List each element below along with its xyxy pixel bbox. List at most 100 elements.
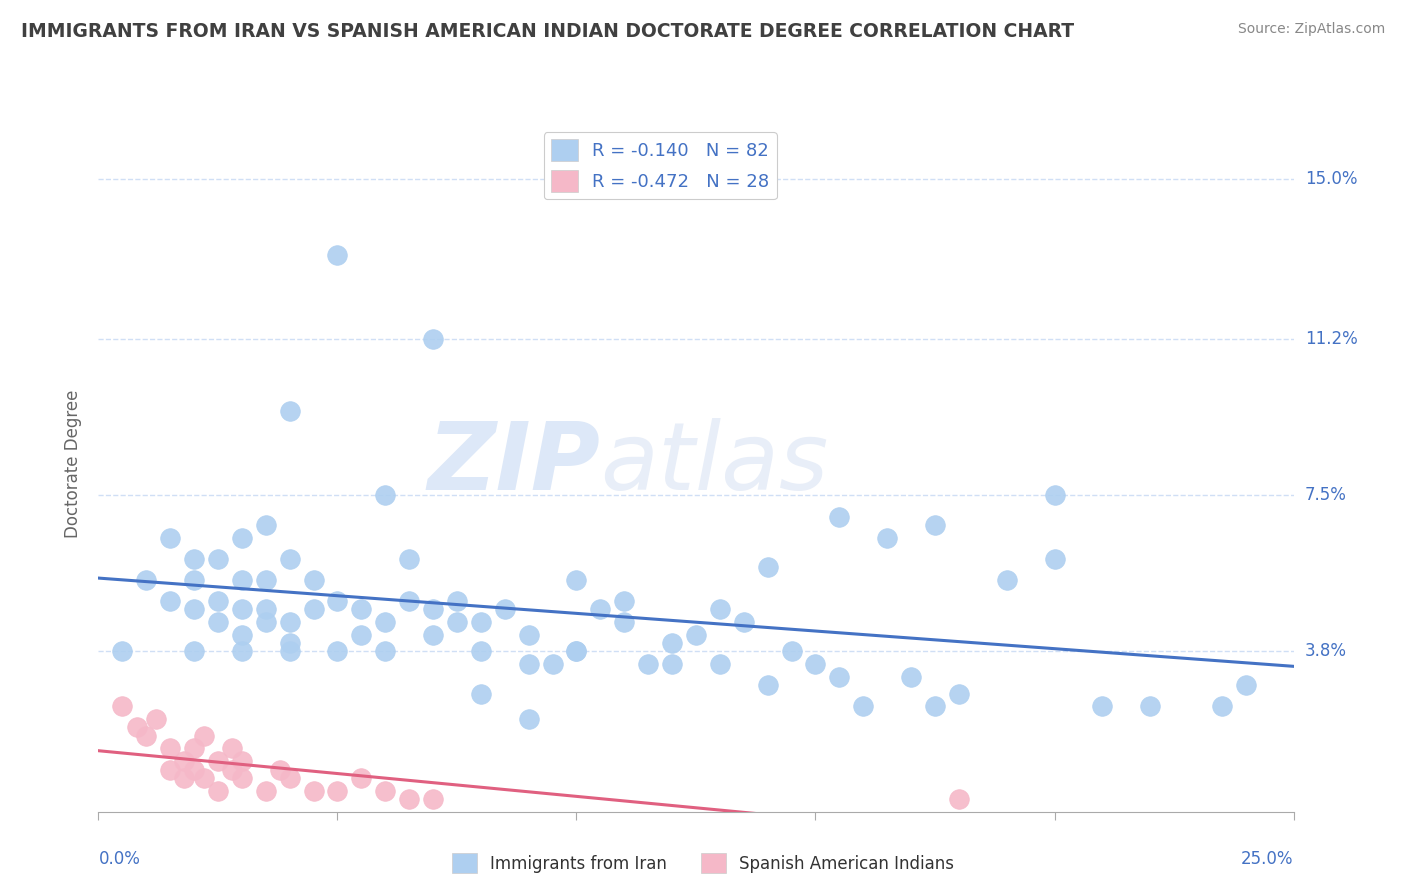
Point <box>494 602 516 616</box>
Text: atlas: atlas <box>600 418 828 509</box>
Point <box>254 783 277 797</box>
Point <box>900 670 922 684</box>
Point <box>613 594 636 608</box>
Point <box>145 712 167 726</box>
Point <box>876 531 898 545</box>
Point <box>1043 488 1066 502</box>
Point <box>350 602 373 616</box>
Point <box>374 644 396 658</box>
Point <box>804 657 827 672</box>
Point <box>125 720 148 734</box>
Text: 25.0%: 25.0% <box>1241 850 1294 868</box>
Point <box>852 699 875 714</box>
Point <box>159 594 181 608</box>
Point <box>517 627 540 641</box>
Point <box>756 678 779 692</box>
Y-axis label: Doctorate Degree: Doctorate Degree <box>65 390 83 538</box>
Point <box>278 636 301 650</box>
Point <box>269 763 291 777</box>
Point <box>326 248 349 262</box>
Point <box>207 754 229 768</box>
Point <box>278 404 301 418</box>
Point <box>183 644 205 658</box>
Point <box>183 763 205 777</box>
Point <box>446 594 468 608</box>
Point <box>374 615 396 629</box>
Point <box>221 741 243 756</box>
Point <box>278 551 301 566</box>
Point <box>183 602 205 616</box>
Point <box>948 792 970 806</box>
Point <box>159 741 181 756</box>
Point <box>302 602 325 616</box>
Point <box>159 763 181 777</box>
Point <box>159 531 181 545</box>
Text: 15.0%: 15.0% <box>1305 170 1357 188</box>
Point <box>995 573 1018 587</box>
Text: 11.2%: 11.2% <box>1305 330 1357 349</box>
Point <box>398 594 420 608</box>
Point <box>254 615 277 629</box>
Point <box>780 644 803 658</box>
Point <box>637 657 659 672</box>
Point <box>350 771 373 785</box>
Point <box>565 644 588 658</box>
Point <box>111 644 134 658</box>
Point <box>422 627 444 641</box>
Point <box>756 560 779 574</box>
Point <box>517 712 540 726</box>
Point <box>924 699 946 714</box>
Point <box>193 771 215 785</box>
Text: Source: ZipAtlas.com: Source: ZipAtlas.com <box>1237 22 1385 37</box>
Point <box>709 657 731 672</box>
Point <box>254 573 277 587</box>
Point <box>278 615 301 629</box>
Point <box>207 615 229 629</box>
Text: 3.8%: 3.8% <box>1305 642 1347 660</box>
Point <box>278 644 301 658</box>
Legend: R = -0.140   N = 82, R = -0.472   N = 28: R = -0.140 N = 82, R = -0.472 N = 28 <box>544 132 776 200</box>
Point <box>924 518 946 533</box>
Point <box>350 627 373 641</box>
Text: 0.0%: 0.0% <box>98 850 141 868</box>
Point <box>374 488 396 502</box>
Point <box>589 602 612 616</box>
Point <box>517 657 540 672</box>
Point <box>1234 678 1257 692</box>
Point <box>135 573 157 587</box>
Point <box>398 792 420 806</box>
Point <box>709 602 731 616</box>
Point <box>278 771 301 785</box>
Point <box>828 670 851 684</box>
Point <box>1043 551 1066 566</box>
Point <box>733 615 755 629</box>
Point <box>565 644 588 658</box>
Point <box>135 729 157 743</box>
Point <box>302 573 325 587</box>
Point <box>470 687 492 701</box>
Point <box>183 573 205 587</box>
Point <box>828 509 851 524</box>
Point <box>207 783 229 797</box>
Point <box>254 518 277 533</box>
Point <box>111 699 134 714</box>
Point <box>446 615 468 629</box>
Point <box>470 644 492 658</box>
Point <box>326 644 349 658</box>
Point <box>326 594 349 608</box>
Point <box>254 602 277 616</box>
Point <box>565 573 588 587</box>
Point <box>207 594 229 608</box>
Point <box>398 551 420 566</box>
Point <box>1211 699 1233 714</box>
Point <box>685 627 707 641</box>
Point <box>302 783 325 797</box>
Point <box>207 551 229 566</box>
Point <box>1139 699 1161 714</box>
Point <box>661 636 683 650</box>
Point <box>422 333 444 347</box>
Text: ZIP: ZIP <box>427 417 600 510</box>
Point <box>613 615 636 629</box>
Point <box>183 741 205 756</box>
Point <box>183 551 205 566</box>
